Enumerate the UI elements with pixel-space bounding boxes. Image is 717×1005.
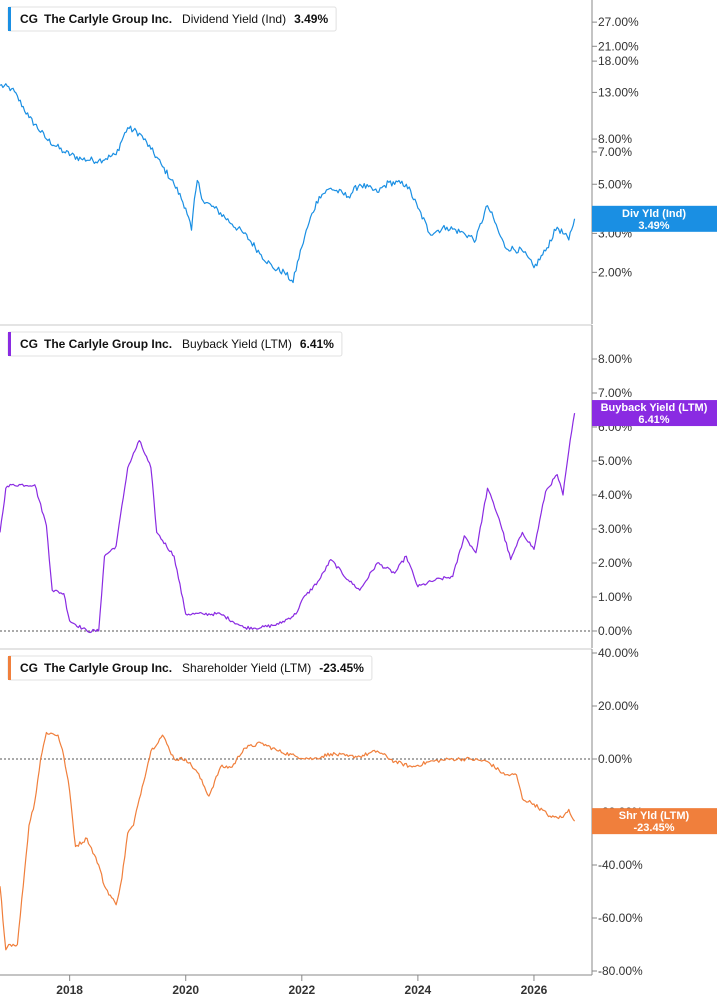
x-tick-label: 2018	[56, 983, 83, 997]
y-tick-label: 21.00%	[598, 39, 639, 53]
series-header: CG The Carlyle Group Inc. Shareholder Yiel…	[8, 656, 372, 680]
y-tick-label: 40.00%	[598, 646, 639, 660]
value-tag-value: 3.49%	[638, 220, 669, 232]
header-color-bar	[8, 332, 11, 356]
value-tag: Shr Yld (LTM)-23.45%	[592, 808, 717, 834]
x-tick-label: 2026	[521, 983, 548, 997]
value-tag-value: 6.41%	[638, 414, 669, 426]
y-tick-label: 7.00%	[598, 145, 632, 159]
series-line	[0, 84, 575, 283]
x-tick-label: 2020	[172, 983, 199, 997]
y-tick-label: 2.00%	[598, 265, 632, 279]
header-ticker: CG	[20, 12, 38, 26]
y-tick-label: 4.00%	[598, 488, 632, 502]
header-company: The Carlyle Group Inc.	[44, 12, 172, 26]
x-tick-label: 2022	[288, 983, 315, 997]
y-tick-label: 13.00%	[598, 85, 639, 99]
header-ticker: CG	[20, 337, 38, 351]
y-tick-label: 0.00%	[598, 752, 632, 766]
y-tick-label: -60.00%	[598, 911, 643, 925]
header-ticker: CG	[20, 661, 38, 675]
y-tick-label: 0.00%	[598, 624, 632, 638]
value-tag-value: -23.45%	[634, 822, 675, 834]
y-tick-label: 20.00%	[598, 699, 639, 713]
y-tick-label: 7.00%	[598, 386, 632, 400]
header-company: The Carlyle Group Inc.	[44, 337, 172, 351]
y-tick-label: -80.00%	[598, 964, 643, 978]
value-tag: Div Yld (Ind)3.49%	[592, 206, 717, 232]
value-tag: Buyback Yield (LTM)6.41%	[592, 400, 717, 426]
y-tick-label: 27.00%	[598, 15, 639, 29]
y-tick-label: -40.00%	[598, 858, 643, 872]
header-metric: Buyback Yield (LTM)	[182, 337, 292, 351]
header-metric: Shareholder Yield (LTM)	[182, 661, 311, 675]
header-metric: Dividend Yield (Ind)	[182, 12, 286, 26]
header-color-bar	[8, 7, 11, 31]
y-tick-label: 1.00%	[598, 590, 632, 604]
series-header: CG The Carlyle Group Inc. Buyback Yield (L…	[8, 332, 342, 356]
y-tick-label: 18.00%	[598, 54, 639, 68]
header-current-value: 3.49%	[294, 12, 328, 26]
header-current-value: 6.41%	[300, 337, 334, 351]
value-tag-label: Div Yld (Ind)	[622, 208, 686, 220]
panel-3: 40.00%20.00%0.00%-20.00%-40.00%-60.00%-8…	[0, 646, 717, 978]
panel-2: 8.00%7.00%6.00%5.00%4.00%3.00%2.00%1.00%…	[0, 325, 717, 648]
y-tick-label: 5.00%	[598, 454, 632, 468]
series-line	[0, 413, 575, 632]
header-color-bar	[8, 656, 11, 680]
series-header: CG The Carlyle Group Inc. Dividend Yield (…	[8, 7, 336, 31]
x-axis: 2018 2020 2022 2024 2026	[0, 975, 592, 997]
header-company: The Carlyle Group Inc.	[44, 661, 172, 675]
header-current-value: -23.45%	[319, 661, 364, 675]
y-tick-label: 3.00%	[598, 522, 632, 536]
y-tick-label: 2.00%	[598, 556, 632, 570]
panel-1: 27.00%21.00%18.00%13.00%8.00%7.00%5.00%3…	[0, 0, 717, 324]
y-tick-label: 5.00%	[598, 177, 632, 191]
series-line	[0, 733, 575, 950]
value-tag-label: Buyback Yield (LTM)	[601, 402, 708, 414]
value-tag-label: Shr Yld (LTM)	[619, 810, 690, 822]
y-tick-label: 8.00%	[598, 352, 632, 366]
x-tick-label: 2024	[405, 983, 432, 997]
